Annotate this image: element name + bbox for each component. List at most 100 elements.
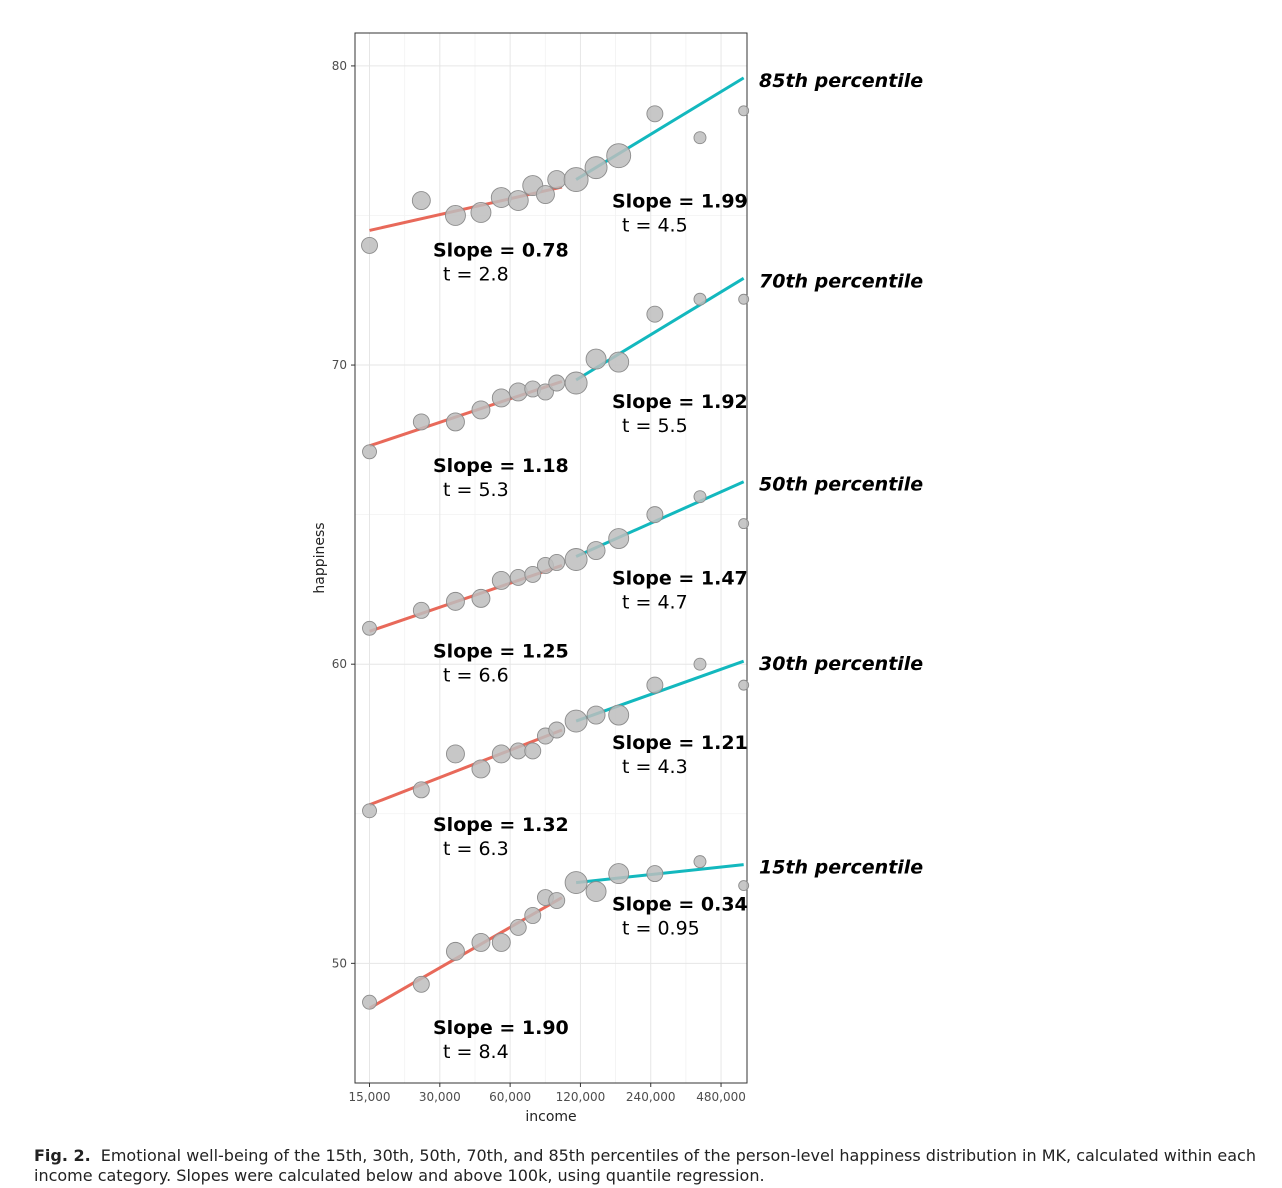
points-layer — [361, 105, 750, 1010]
data-point — [646, 305, 664, 323]
data-point — [537, 383, 554, 401]
data-point — [608, 528, 630, 550]
low-t-label: t = 6.6 — [443, 664, 509, 686]
low-slope-label: Slope = 0.78 — [433, 239, 569, 261]
high-t-label: t = 0.95 — [622, 918, 700, 940]
data-point — [548, 892, 566, 909]
data-point — [646, 506, 664, 524]
high-slope-label: Slope = 0.34 — [612, 894, 748, 916]
low-t-label: t = 8.4 — [443, 1041, 509, 1063]
data-point — [361, 236, 378, 254]
low-t-label: t = 5.3 — [443, 479, 509, 501]
y-tick-label: 80 — [332, 59, 347, 73]
data-point — [412, 975, 430, 993]
data-point — [509, 568, 527, 586]
data-point — [524, 907, 542, 924]
x-tick-label: 240,000 — [626, 1090, 676, 1104]
high-slope-label: Slope = 1.47 — [612, 568, 748, 590]
data-point — [491, 570, 511, 590]
data-point — [446, 744, 465, 764]
annotations-layer: Slope = 0.78t = 2.8 Slope = 1.99t = 4.5 85… — [433, 70, 923, 1063]
data-point — [564, 548, 588, 571]
x-tick-label: 480,000 — [696, 1090, 746, 1104]
data-point — [586, 705, 606, 725]
caption-label: Fig. 2. — [34, 1146, 91, 1165]
low-slope-label: Slope = 1.18 — [433, 455, 569, 477]
data-point — [693, 131, 707, 145]
data-point — [738, 880, 750, 892]
data-point — [491, 932, 511, 952]
data-point — [693, 292, 707, 306]
data-point — [584, 156, 608, 180]
data-point — [471, 400, 491, 420]
data-point — [446, 941, 465, 961]
data-point — [412, 781, 430, 799]
data-point — [585, 881, 607, 902]
data-point — [362, 803, 377, 819]
data-point — [693, 855, 707, 869]
data-point — [738, 105, 750, 117]
series-name-label: 30th percentile — [759, 653, 923, 675]
data-point — [608, 351, 630, 373]
data-point — [548, 374, 566, 392]
series-name-label: 85th percentile — [759, 70, 923, 92]
data-point — [491, 388, 511, 408]
data-point — [471, 932, 491, 952]
data-point — [508, 382, 528, 402]
data-point — [446, 591, 465, 611]
data-point — [548, 554, 566, 571]
data-point — [564, 371, 588, 395]
low-slope-label: Slope = 1.25 — [433, 640, 569, 662]
y-tick-label: 50 — [332, 956, 347, 970]
data-point — [411, 191, 431, 210]
y-tick-label: 60 — [332, 657, 347, 671]
low-slope-label: Slope = 1.32 — [433, 814, 569, 836]
x-tick-label: 15,000 — [349, 1090, 391, 1104]
data-point — [524, 742, 542, 760]
figure-caption: Fig. 2. Emotional well-being of the 15th,… — [34, 1146, 1274, 1186]
high-slope-label: Slope = 1.21 — [612, 732, 748, 754]
data-point — [548, 721, 566, 739]
data-point — [509, 742, 527, 760]
data-point — [509, 918, 527, 936]
data-point — [564, 709, 588, 733]
series-name-label: 15th percentile — [759, 857, 923, 879]
data-point — [646, 865, 664, 883]
data-point — [586, 541, 606, 560]
data-point — [738, 293, 750, 305]
data-point — [564, 871, 588, 895]
x-tick-label: 120,000 — [556, 1090, 606, 1104]
data-point — [445, 205, 466, 226]
data-point — [608, 863, 630, 885]
high-t-label: t = 4.5 — [622, 215, 688, 237]
data-point — [547, 170, 567, 190]
low-t-label: t = 2.8 — [443, 263, 509, 285]
high-t-label: t = 5.5 — [622, 415, 688, 437]
data-point — [524, 566, 542, 583]
axes-layer: 15,000 30,000 60,000 120,000 240,000 480,000 5… — [332, 59, 746, 1104]
data-point — [491, 744, 511, 764]
data-point — [471, 759, 491, 779]
x-tick-label: 60,000 — [489, 1090, 531, 1104]
data-point — [693, 490, 707, 504]
series-name-label: 70th percentile — [759, 270, 923, 292]
chart: 15,000 30,000 60,000 120,000 240,000 480,000 5… — [312, 32, 923, 1125]
data-point — [412, 601, 430, 619]
grid-layer — [355, 33, 747, 1083]
plot-border — [354, 32, 748, 1084]
data-point — [585, 348, 607, 370]
data-point — [738, 518, 750, 530]
high-t-label: t = 4.3 — [622, 756, 688, 778]
data-point — [362, 994, 377, 1010]
x-axis-title: income — [525, 1109, 576, 1125]
data-point — [536, 185, 555, 204]
data-point — [606, 143, 632, 169]
data-point — [563, 167, 589, 193]
data-point — [608, 704, 630, 726]
data-point — [693, 657, 707, 671]
low-slope-label: Slope = 1.90 — [433, 1017, 569, 1039]
high-slope-label: Slope = 1.92 — [612, 391, 748, 413]
low-t-label: t = 6.3 — [443, 838, 509, 860]
data-point — [470, 202, 492, 223]
high-slope-label: Slope = 1.99 — [612, 191, 748, 213]
